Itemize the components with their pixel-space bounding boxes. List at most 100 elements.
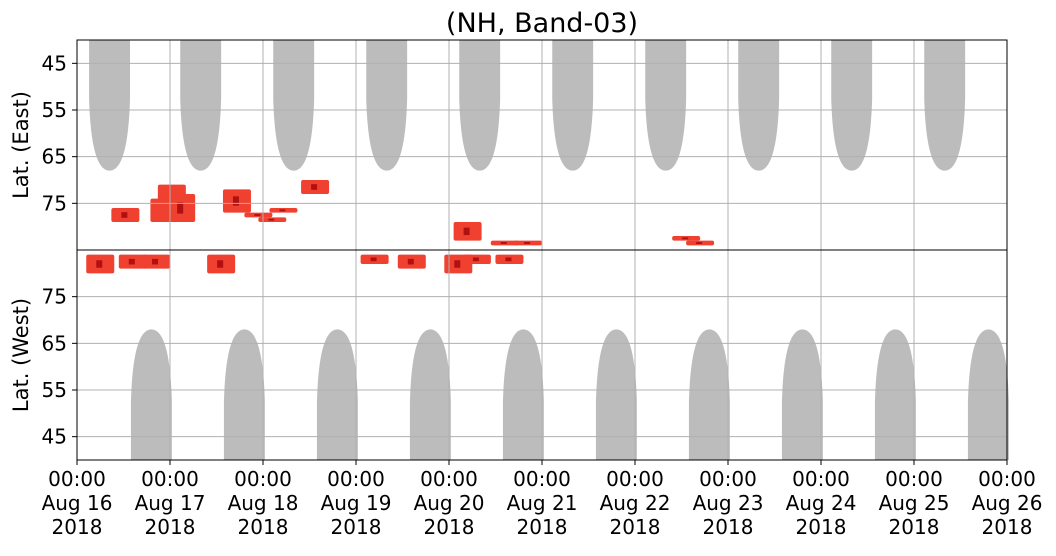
top-coverage-lobe	[552, 40, 594, 171]
tick-label-x-line: Aug 19	[321, 491, 392, 515]
top-coverage-lobe	[180, 40, 222, 171]
tick-label-x-line: 2018	[145, 515, 196, 539]
bottom-tick-label-y: 65	[42, 331, 67, 355]
bottom-event-core	[217, 260, 224, 268]
tick-label-x-line: 00:00	[327, 467, 385, 491]
top-coverage-lobe	[924, 40, 966, 171]
top-tick-label-y: 75	[42, 191, 67, 215]
top-tick-label-y: 45	[42, 51, 67, 75]
top-coverage-lobe	[738, 40, 780, 171]
bottom-event-core	[152, 258, 159, 265]
top-coverage-lobe	[459, 40, 501, 171]
tick-label-x: 00:00 Aug 25 2018	[879, 467, 950, 539]
top-tick-label-y: 55	[42, 98, 67, 122]
bottom-panel: 75 65 55 45	[42, 254, 1009, 460]
tick-label-x: 00:00 Aug 20 2018	[414, 467, 485, 539]
bottom-tick-label-y: 75	[42, 285, 67, 309]
top-coverage-lobe	[366, 40, 408, 171]
bottom-event-core	[505, 257, 512, 262]
tick-label-x-line: 00:00	[420, 467, 478, 491]
top-event-core	[121, 212, 128, 218]
bottom-tick-label-y: 55	[42, 378, 67, 402]
tick-label-x-line: 2018	[703, 515, 754, 539]
top-event-core	[279, 209, 286, 212]
top-event-core	[682, 237, 689, 240]
tick-label-x-line: Aug 20	[414, 491, 485, 515]
top-coverage-lobe	[645, 40, 687, 171]
tick-label-x-line: 00:00	[606, 467, 664, 491]
bottom-event-core	[472, 257, 479, 262]
top-event-core	[177, 202, 184, 214]
bottom-coverage-lobe	[409, 329, 451, 460]
tick-label-x-line: 2018	[982, 515, 1033, 539]
bottom-coverage-lobe	[688, 329, 730, 460]
tick-label-x-line: Aug 23	[693, 491, 764, 515]
tick-label-x: 00:00 Aug 22 2018	[600, 467, 671, 539]
bottom-tick-label-y: 45	[42, 425, 67, 449]
bottom-coverage-lobe	[595, 329, 637, 460]
chart-title: (NH, Band-03)	[446, 8, 638, 39]
tick-label-x-line: Aug 26	[972, 491, 1043, 515]
bottom-event-core	[407, 258, 414, 265]
y-axis-label-east: Lat. (East)	[9, 91, 33, 199]
tick-label-x-line: 2018	[517, 515, 568, 539]
bottom-event-core	[128, 258, 135, 265]
tick-label-x-line: 2018	[424, 515, 475, 539]
bottom-coverage-lobe	[130, 329, 172, 460]
y-axis-label-west: Lat. (West)	[9, 298, 33, 412]
top-event-core	[524, 242, 531, 244]
top-event-core	[463, 227, 470, 236]
bottom-coverage-lobe	[502, 329, 544, 460]
bottom-event-core	[454, 260, 461, 268]
tick-label-x-line: Aug 17	[135, 491, 206, 515]
top-event-core	[268, 218, 275, 221]
tick-label-x-line: Aug 22	[600, 491, 671, 515]
bottom-event-core	[370, 257, 377, 262]
bottom-event-core	[96, 260, 103, 268]
tick-label-x: 00:00 Aug 23 2018	[693, 467, 764, 539]
tick-label-x: 00:00 Aug 21 2018	[507, 467, 578, 539]
tick-label-x-line: 00:00	[885, 467, 943, 491]
tick-label-x-line: Aug 18	[228, 491, 299, 515]
tick-label-x-line: 2018	[796, 515, 847, 539]
tick-label-x-line: Aug 16	[42, 491, 113, 515]
tick-label-x-line: Aug 21	[507, 491, 578, 515]
top-event-core	[696, 242, 703, 244]
top-panel: 45 55 65 75	[42, 40, 1007, 246]
bottom-coverage-lobe	[874, 329, 916, 460]
bottom-coverage-lobe	[223, 329, 265, 460]
top-coverage-lobe	[89, 40, 131, 171]
tick-label-x: 00:00 Aug 18 2018	[228, 467, 299, 539]
top-event-core	[254, 214, 261, 216]
tick-label-x-line: 2018	[889, 515, 940, 539]
top-event-core	[311, 184, 318, 190]
tick-label-x-line: 00:00	[513, 467, 571, 491]
tick-label-x: 00:00 Aug 16 2018	[42, 467, 113, 539]
top-event-core	[232, 196, 239, 206]
top-coverage-lobe	[273, 40, 315, 171]
bottom-coverage-lobe	[316, 329, 358, 460]
tick-label-x-line: 2018	[52, 515, 103, 539]
tick-label-x-line: 00:00	[978, 467, 1036, 491]
tick-label-x-line: 00:00	[141, 467, 199, 491]
tick-label-x-line: 00:00	[48, 467, 106, 491]
tick-label-x: 00:00 Aug 26 2018	[972, 467, 1043, 539]
tick-label-x-line: 2018	[610, 515, 661, 539]
bottom-coverage-lobe	[781, 329, 823, 460]
top-coverage-lobe	[831, 40, 873, 171]
top-tick-label-y: 65	[42, 145, 67, 169]
top-event-core	[500, 242, 507, 244]
bottom-coverage-lobe	[967, 329, 1009, 460]
tick-label-x: 00:00 Aug 17 2018	[135, 467, 206, 539]
tick-label-x-line: Aug 25	[879, 491, 950, 515]
tick-label-x: 00:00 Aug 19 2018	[321, 467, 392, 539]
tick-label-x-line: 00:00	[234, 467, 292, 491]
tick-label-x-line: Aug 24	[786, 491, 857, 515]
tick-label-x: 00:00 Aug 24 2018	[786, 467, 857, 539]
tick-label-x-line: 00:00	[792, 467, 850, 491]
tick-label-x-line: 00:00	[699, 467, 757, 491]
tick-label-x-line: 2018	[331, 515, 382, 539]
tick-label-x-line: 2018	[238, 515, 289, 539]
